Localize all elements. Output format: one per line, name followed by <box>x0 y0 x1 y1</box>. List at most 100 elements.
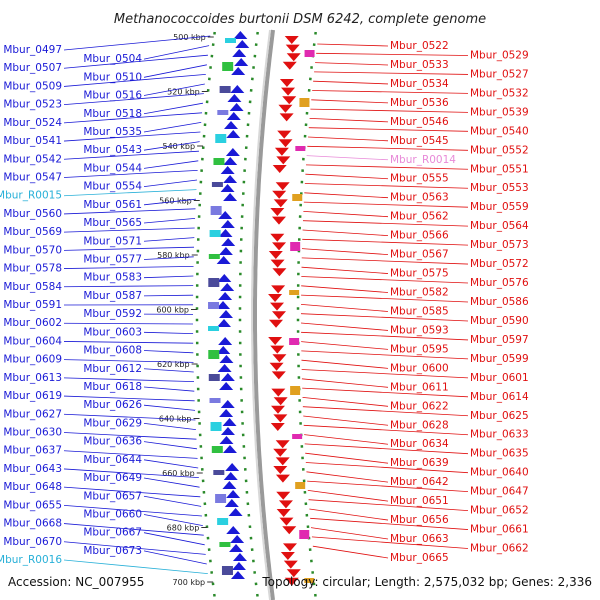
forward-gene-arrow <box>224 121 238 129</box>
reverse-gene-arrow <box>275 182 290 191</box>
left-gene-label: Mbur_0655 <box>3 499 62 511</box>
left-label-leader <box>63 227 195 233</box>
right-gene-label: Mbur_0575 <box>390 268 449 280</box>
left-label-leader <box>63 523 204 536</box>
forward-gene-arrow <box>220 400 235 408</box>
reverse-gene-arrow <box>275 474 290 483</box>
right-gene-label: Mbur_0582 <box>390 287 449 299</box>
forward-gene-arrow <box>222 418 237 426</box>
left-label-leader <box>63 450 198 459</box>
composition-block <box>208 278 220 287</box>
composition-block <box>304 50 315 57</box>
reverse-gene-arrow <box>271 388 286 397</box>
reverse-gene-arrow <box>272 354 287 363</box>
right-gene-label: Mbur_0640 <box>470 467 529 479</box>
left-label-leader <box>143 368 194 373</box>
left-gene-label: Mbur_0613 <box>3 372 62 384</box>
left-gene-label: Mbur_0569 <box>3 226 62 238</box>
right-label-leader <box>302 238 469 246</box>
right-gene-label: Mbur_0532 <box>470 87 529 99</box>
left-gene-label: Mbur_0547 <box>3 172 62 184</box>
right-gene-label: Mbur_0576 <box>470 277 529 289</box>
left-gene-label: Mbur_0648 <box>3 481 62 493</box>
reverse-gene-arrow <box>270 405 285 414</box>
forward-gene-arrow <box>219 355 234 363</box>
left-gene-label: Mbur_0504 <box>83 53 142 65</box>
left-gene-label: Mbur_0604 <box>3 335 62 347</box>
kbp-label: 520 kbp <box>167 88 200 97</box>
kbp-label: 680 kbp <box>167 524 200 533</box>
composition-block <box>215 134 227 143</box>
left-gene-label: Mbur_0667 <box>83 527 142 539</box>
reverse-gene-arrow <box>270 302 285 311</box>
forward-gene-arrow <box>226 526 241 534</box>
composition-block <box>208 326 220 331</box>
left-gene-label: Mbur_0561 <box>83 199 142 211</box>
forward-gene-arrow <box>220 373 235 381</box>
right-label-leader <box>306 471 389 483</box>
left-label-leader <box>63 322 194 325</box>
left-label-leader <box>143 83 205 96</box>
forward-gene-arrow <box>218 247 233 255</box>
left-gene-label: Mbur_0608 <box>83 345 142 357</box>
reverse-gene-arrow <box>286 53 301 62</box>
left-label-leader <box>143 477 200 488</box>
left-label-leader <box>63 413 196 421</box>
reverse-gene-arrow <box>276 156 291 165</box>
right-label-leader <box>309 508 389 521</box>
right-gene-label: Mbur_0539 <box>470 106 529 118</box>
right-label-leader <box>301 378 389 388</box>
right-label-leader <box>303 415 389 426</box>
left-label-leader <box>63 35 211 51</box>
left-label-leader <box>143 275 194 279</box>
reverse-gene-arrow <box>274 147 289 156</box>
left-gene-label: Mbur_0583 <box>83 272 142 284</box>
reverse-strand-features <box>268 36 301 586</box>
left-gene-label: Mbur_0523 <box>3 99 62 111</box>
reverse-gene-arrow <box>278 104 293 113</box>
reverse-gene-arrow <box>281 87 296 96</box>
left-label-leader <box>143 514 203 526</box>
forward-gene-arrow <box>223 193 238 201</box>
left-label-leader <box>63 377 194 382</box>
reverse-gene-arrow <box>282 543 297 552</box>
left-gene-label: Mbur_0587 <box>83 290 142 302</box>
composition-block <box>225 38 237 43</box>
right-label-leader <box>302 220 469 227</box>
composition-blocks <box>208 38 315 583</box>
composition-block <box>304 578 315 583</box>
right-gene-label: Mbur_0622 <box>390 400 449 412</box>
forward-gene-arrow <box>223 175 238 183</box>
left-gene-label: Mbur_0660 <box>83 508 142 520</box>
right-gene-label: Mbur_0522 <box>390 40 449 52</box>
composition-block <box>213 158 225 165</box>
reverse-gene-arrow <box>278 500 293 509</box>
right-gene-label: Mbur_0534 <box>390 78 449 90</box>
forward-gene-arrow <box>225 463 240 471</box>
forward-gene-arrow <box>229 103 244 111</box>
reverse-gene-arrow <box>278 139 293 148</box>
right-label-leader <box>307 145 469 151</box>
left-label-leader <box>143 122 202 133</box>
left-gene-label: Mbur_0626 <box>83 399 142 411</box>
left-label-leader <box>63 150 199 160</box>
reverse-gene-arrow <box>277 130 292 139</box>
reverse-gene-arrow <box>279 517 294 526</box>
reverse-gene-arrow <box>268 294 283 302</box>
right-gene-label: Mbur_0559 <box>470 201 529 213</box>
left-gene-label: Mbur_0554 <box>83 181 142 193</box>
right-gene-label: Mbur_0599 <box>470 353 529 365</box>
forward-gene-arrow <box>220 220 235 228</box>
right-gene-label: Mbur_0529 <box>470 49 529 61</box>
composition-block <box>208 350 220 359</box>
left-label-leader <box>143 102 204 115</box>
reverse-gene-arrow <box>268 337 283 345</box>
composition-block <box>208 254 220 259</box>
left-label-leader <box>63 468 199 478</box>
right-label-leader <box>302 406 469 417</box>
right-gene-labels: Mbur_0522 Mbur_0529 Mbur_0533 Mbur_0527 Mbur… <box>300 40 529 564</box>
reverse-gene-arrow <box>270 233 285 242</box>
forward-gene-arrow <box>220 184 235 192</box>
reverse-gene-arrow <box>275 457 290 466</box>
left-label-leader <box>143 350 194 354</box>
